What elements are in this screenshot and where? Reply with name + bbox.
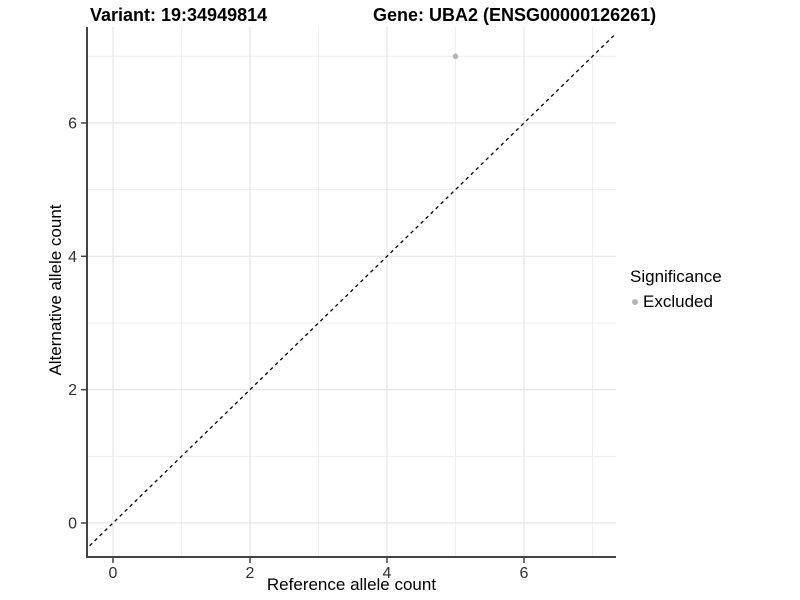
legend: Significance Excluded (630, 267, 722, 312)
legend-item-label: Excluded (643, 292, 713, 311)
x-tick-label: 2 (246, 565, 255, 582)
legend-items: Excluded (630, 292, 722, 312)
y-tick-label: 6 (68, 115, 77, 132)
x-axis-title: Reference allele count (266, 575, 437, 594)
x-tick-label: 4 (383, 565, 392, 582)
identity-line (87, 32, 616, 550)
y-tick-label: 0 (68, 516, 77, 533)
data-point (452, 53, 459, 60)
y-axis-title: Alternative allele count (46, 204, 65, 376)
x-tick-label: 0 (109, 565, 118, 582)
legend-item: Excluded (632, 292, 722, 312)
x-tick-label: 6 (520, 565, 529, 582)
legend-point-icon (632, 299, 638, 305)
y-tick-label: 4 (68, 249, 77, 266)
plot-title-gene: Gene: UBA2 (ENSG00000126261) (373, 5, 657, 25)
plot-title-variant: Variant: 19:34949814 (90, 5, 268, 25)
legend-title: Significance (630, 267, 722, 286)
y-tick-label: 2 (68, 382, 77, 399)
